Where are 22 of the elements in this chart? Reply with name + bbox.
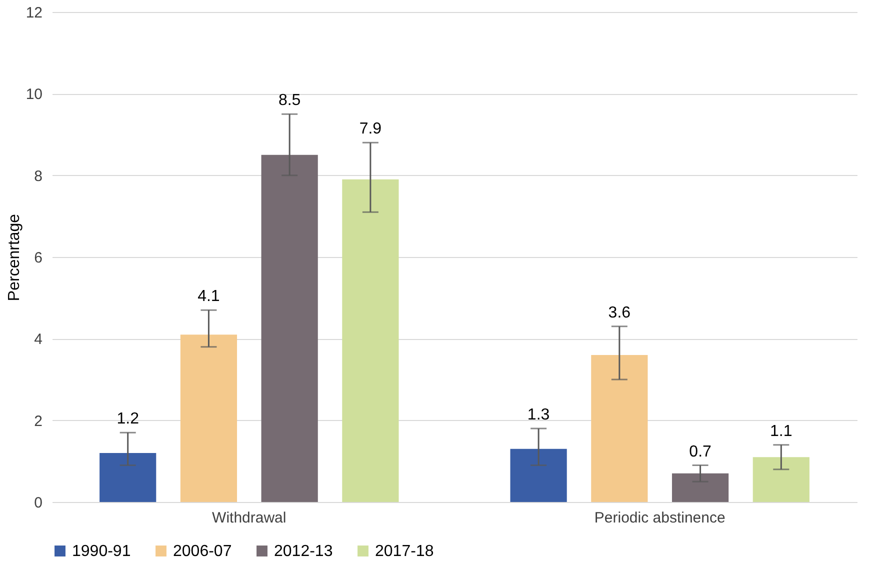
y-axis-title: Percenrtage bbox=[6, 214, 23, 302]
data-label: 0.7 bbox=[689, 443, 712, 460]
x-tick-label: Withdrawal bbox=[212, 510, 286, 526]
data-label: 7.9 bbox=[359, 120, 382, 138]
y-tick-label: 2 bbox=[34, 412, 42, 430]
y-tick-label: 10 bbox=[26, 86, 42, 104]
data-label: 8.5 bbox=[278, 92, 301, 110]
x-tick-label: Periodic abstinence bbox=[594, 510, 726, 526]
legend-label: 2012-13 bbox=[274, 543, 333, 560]
data-label: 1.2 bbox=[116, 410, 140, 428]
data-label: 4.1 bbox=[198, 288, 220, 306]
legend-label: 2006-07 bbox=[173, 543, 232, 560]
y-tick-label: 6 bbox=[34, 250, 42, 266]
y-tick-label: 12 bbox=[26, 4, 42, 22]
y-tick-label: 0 bbox=[34, 494, 42, 512]
data-label: 1.1 bbox=[770, 422, 792, 440]
data-label: 3.6 bbox=[608, 304, 631, 322]
legend-label: 1990-91 bbox=[72, 543, 131, 560]
legend-label: 2017-18 bbox=[375, 543, 434, 560]
data-label: 1.3 bbox=[527, 406, 550, 424]
y-tick-label: 4 bbox=[34, 331, 42, 348]
y-tick-label: 8 bbox=[34, 168, 42, 185]
